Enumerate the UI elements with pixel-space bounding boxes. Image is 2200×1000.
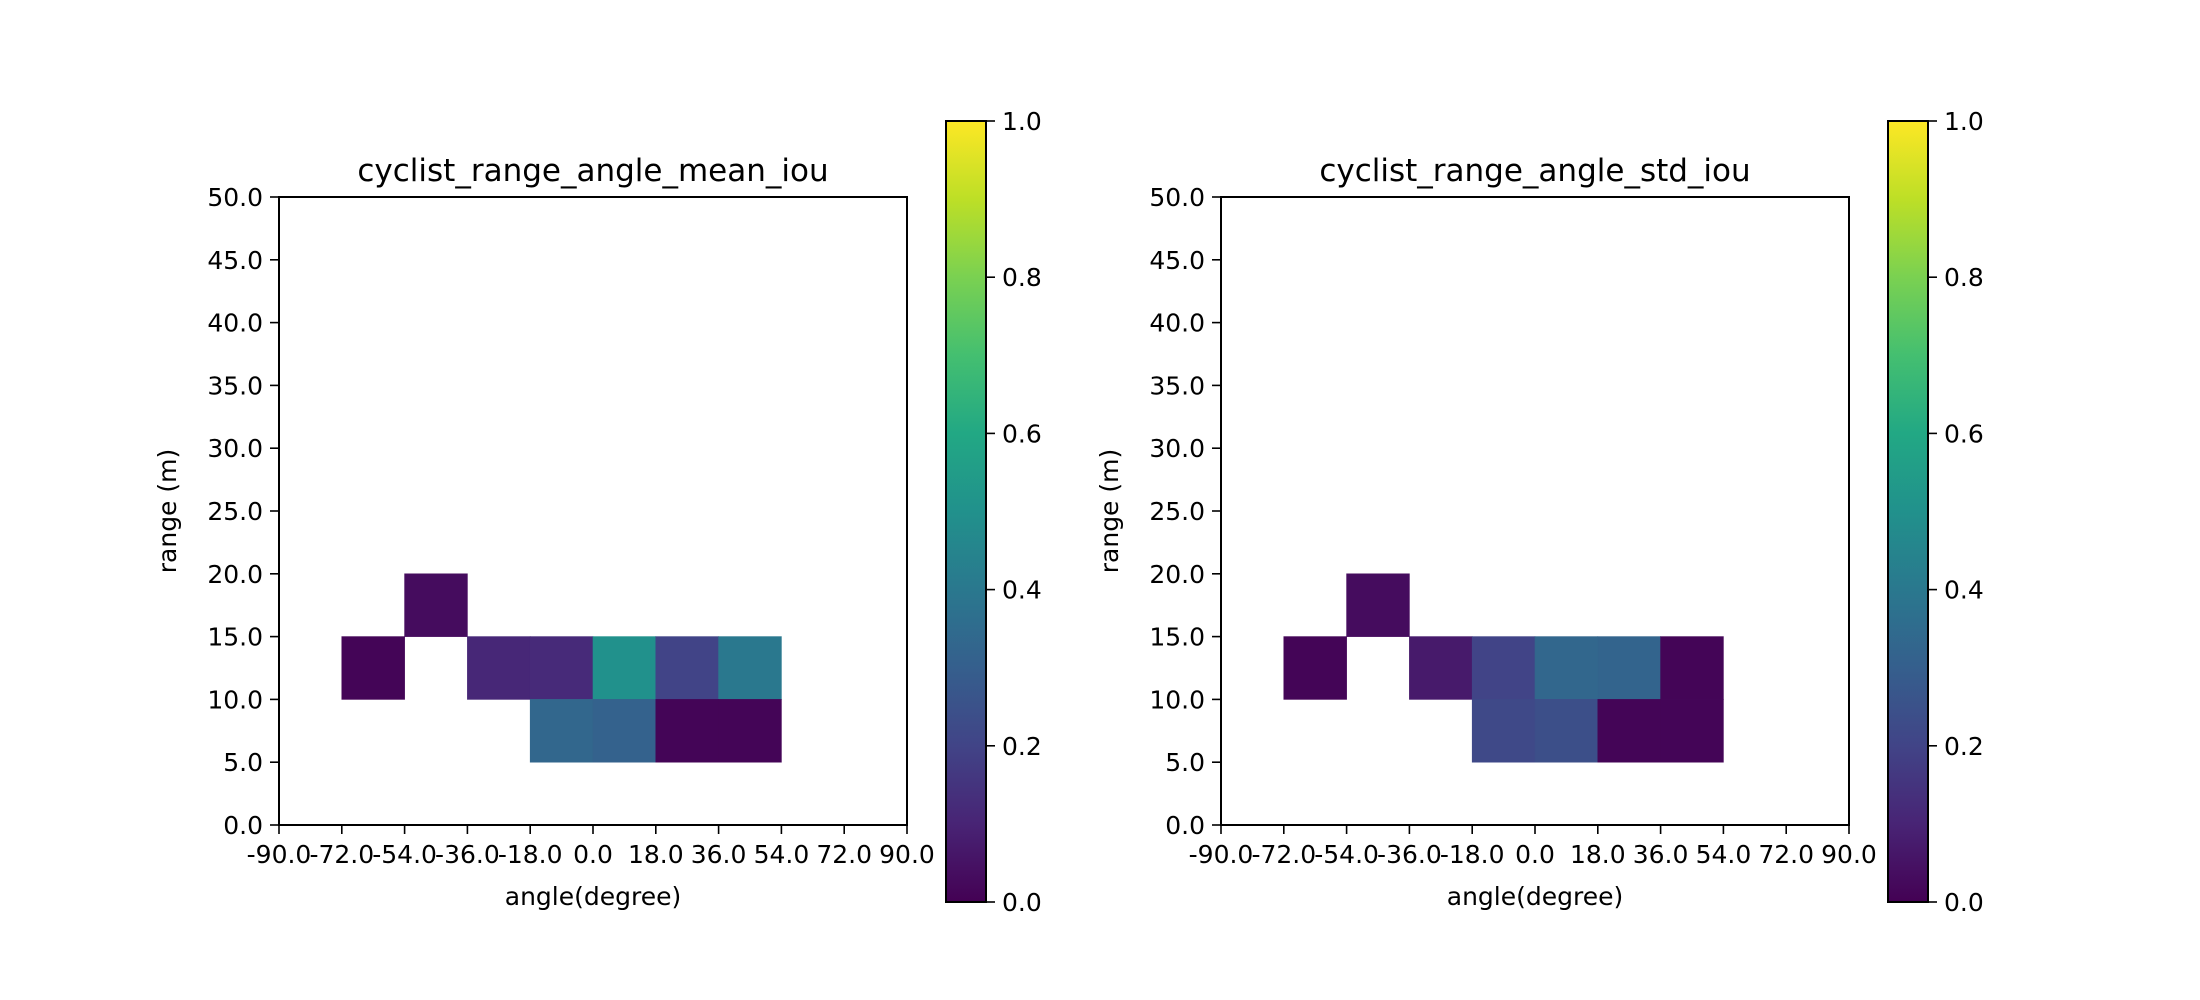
heatmap-cell	[1283, 636, 1347, 700]
heatmap-cell	[467, 636, 531, 700]
x-tick-label: 54.0	[754, 840, 810, 869]
x-tick-label: -54.0	[372, 840, 437, 869]
y-tick-label: 50.0	[1149, 183, 1205, 212]
colorbar-tick-label: 0.8	[1944, 263, 1984, 292]
y-tick-label: 0.0	[223, 811, 263, 840]
y-tick-label: 5.0	[223, 748, 263, 777]
x-tick-label: 18.0	[628, 840, 684, 869]
heatmap-cell	[1660, 636, 1724, 700]
x-tick-label: 54.0	[1696, 840, 1752, 869]
y-tick-label: 45.0	[1149, 246, 1205, 275]
x-tick-label: 72.0	[1758, 840, 1814, 869]
heatmap-cell	[718, 699, 782, 763]
y-tick-label: 20.0	[207, 560, 263, 589]
colorbar-tick-label: 0.4	[1944, 576, 1984, 605]
heatmap-cell	[1597, 636, 1661, 700]
colorbar-tick-label: 0.2	[1002, 732, 1042, 761]
x-tick-label: 72.0	[816, 840, 872, 869]
y-tick-label: 25.0	[1149, 497, 1205, 526]
heatmap-cell	[1471, 699, 1536, 763]
heatmap-cell	[529, 699, 594, 763]
y-tick-label: 30.0	[1149, 434, 1205, 463]
x-tick-label: 0.0	[1515, 840, 1555, 869]
std-iou-heatmap: -90.0-72.0-54.0-36.0-18.0 0.0 18.0 36.0 54.0…	[1095, 107, 1984, 917]
colorbar-tick-label: 0.0	[1002, 888, 1042, 917]
heatmap-cell	[1660, 699, 1724, 763]
heatmap-cell	[718, 636, 782, 700]
x-axis-label: angle(degree)	[505, 882, 681, 911]
x-tick-label: 18.0	[1570, 840, 1626, 869]
x-tick-label: -36.0	[435, 840, 500, 869]
x-tick-label: 36.0	[1633, 840, 1689, 869]
y-tick-label: 15.0	[207, 623, 263, 652]
heatmap-cell	[1597, 699, 1661, 763]
colorbar-tick-label: 0.0	[1944, 888, 1984, 917]
y-tick-label: 35.0	[1149, 371, 1205, 400]
colorbar-tick-label: 1.0	[1944, 107, 1984, 136]
y-tick-label: 0.0	[1165, 811, 1205, 840]
heatmap-cell	[1346, 573, 1410, 637]
x-tick-label: 90.0	[879, 840, 935, 869]
x-tick-label: -54.0	[1314, 840, 1379, 869]
y-tick-label: 15.0	[1149, 623, 1205, 652]
y-tick-label: 5.0	[1165, 748, 1205, 777]
heatmap-cell	[592, 699, 657, 763]
heatmap-cell	[592, 636, 657, 700]
y-tick-label: 10.0	[207, 685, 263, 714]
x-tick-label: -72.0	[309, 840, 374, 869]
y-tick-label: 40.0	[1149, 309, 1205, 338]
chart-title: cyclist_range_angle_mean_iou	[357, 153, 828, 189]
x-tick-label: 0.0	[573, 840, 613, 869]
x-tick-label: -18.0	[498, 840, 563, 869]
colorbar-tick-label: 0.6	[1002, 419, 1042, 448]
y-axis-label: range (m)	[153, 449, 182, 574]
heatmap-cell	[404, 573, 468, 637]
y-axis-label: range (m)	[1095, 449, 1124, 574]
y-tick-label: 50.0	[207, 183, 263, 212]
y-tick-label: 10.0	[1149, 685, 1205, 714]
heatmap-cell	[655, 636, 719, 700]
y-tick-label: 45.0	[207, 246, 263, 275]
heatmap-cell	[529, 636, 594, 700]
x-tick-label: 90.0	[1821, 840, 1877, 869]
heatmap-cell	[1534, 636, 1599, 700]
y-tick-label: 30.0	[207, 434, 263, 463]
x-tick-label: -72.0	[1251, 840, 1316, 869]
colorbar-tick-label: 0.4	[1002, 576, 1042, 605]
x-axis-label: angle(degree)	[1447, 882, 1623, 911]
colorbar-tick-label: 0.2	[1944, 732, 1984, 761]
y-tick-label: 40.0	[207, 309, 263, 338]
heatmap-cell	[655, 699, 719, 763]
colorbar	[1887, 120, 1929, 903]
y-tick-label: 25.0	[207, 497, 263, 526]
heatmap-cell	[341, 636, 405, 700]
x-tick-label: -90.0	[247, 840, 312, 869]
x-tick-label: -36.0	[1377, 840, 1442, 869]
x-tick-label: -90.0	[1189, 840, 1254, 869]
colorbar	[945, 120, 987, 903]
y-tick-label: 35.0	[207, 371, 263, 400]
colorbar-tick-label: 1.0	[1002, 107, 1042, 136]
chart-title: cyclist_range_angle_std_iou	[1319, 153, 1750, 189]
y-tick-label: 20.0	[1149, 560, 1205, 589]
mean-iou-heatmap: -90.0-72.0-54.0-36.0-18.0 0.0 18.0 36.0 54.0…	[153, 107, 1042, 917]
x-tick-label: -18.0	[1440, 840, 1505, 869]
heatmap-cell	[1534, 699, 1599, 763]
heatmap-cell	[1471, 636, 1536, 700]
colorbar-tick-label: 0.8	[1002, 263, 1042, 292]
heatmap-cell	[1409, 636, 1473, 700]
x-tick-label: 36.0	[691, 840, 747, 869]
colorbar-tick-label: 0.6	[1944, 419, 1984, 448]
